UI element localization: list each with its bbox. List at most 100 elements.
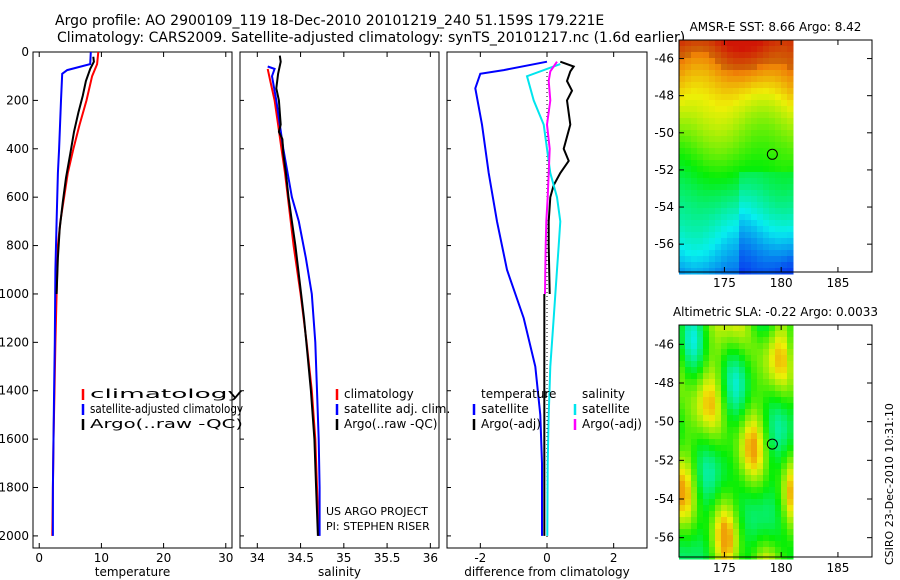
map-cell xyxy=(787,238,794,245)
map-cell xyxy=(721,262,728,269)
map-cell xyxy=(739,196,746,203)
map-cell xyxy=(769,361,776,368)
map-cell xyxy=(733,457,740,464)
map-cell xyxy=(679,511,686,518)
map-cell xyxy=(721,190,728,197)
map-cell xyxy=(745,106,752,113)
map-cell xyxy=(727,118,734,125)
map-cell xyxy=(721,385,728,392)
salinity-series-line xyxy=(275,55,319,536)
map-cell xyxy=(709,451,716,458)
map-cell xyxy=(781,52,788,59)
map-cell xyxy=(751,238,758,245)
map-cell xyxy=(763,52,770,59)
map-cell xyxy=(691,256,698,263)
map-cell xyxy=(745,481,752,488)
map-cell xyxy=(745,421,752,428)
map-cell xyxy=(775,523,782,530)
map-cell xyxy=(787,88,794,95)
map-cell xyxy=(715,331,722,338)
map-cell xyxy=(739,184,746,191)
legend-label: satellite adj. clim. xyxy=(344,402,450,416)
map-cell xyxy=(751,262,758,269)
map-cell xyxy=(739,469,746,476)
map-cell xyxy=(685,148,692,155)
map-cell xyxy=(727,226,734,233)
lat-tick-label: -52 xyxy=(654,163,674,177)
map-cell xyxy=(709,511,716,518)
map-cell xyxy=(697,463,704,470)
map-cell xyxy=(763,325,770,332)
map-cell xyxy=(757,409,764,416)
map-cell xyxy=(685,184,692,191)
map-cell xyxy=(757,202,764,209)
map-cell xyxy=(727,481,734,488)
map-cell xyxy=(757,403,764,410)
map-cell xyxy=(739,148,746,155)
map-cell xyxy=(763,46,770,53)
map-cell xyxy=(691,535,698,542)
map-cell xyxy=(775,94,782,101)
map-cell xyxy=(721,124,728,131)
map-cell xyxy=(751,178,758,185)
lat-tick-label: -56 xyxy=(654,531,674,545)
map-cell xyxy=(787,367,794,374)
map-cell xyxy=(733,64,740,71)
map-cell xyxy=(685,349,692,356)
map-cell xyxy=(691,355,698,362)
map-cell xyxy=(715,391,722,398)
map-cell xyxy=(781,493,788,500)
map-cell xyxy=(733,136,740,143)
map-cell xyxy=(733,409,740,416)
map-cell xyxy=(775,391,782,398)
map-cell xyxy=(775,361,782,368)
map-cell xyxy=(715,511,722,518)
map-cell xyxy=(739,160,746,167)
map-cell xyxy=(745,415,752,422)
map-cell xyxy=(787,250,794,257)
map-cell xyxy=(781,70,788,77)
legend-label: Argo(..raw -QC) xyxy=(90,417,243,431)
lat-tick-label: -54 xyxy=(654,200,674,214)
map-cell xyxy=(709,391,716,398)
salinity-x-label: salinity xyxy=(318,565,361,579)
map-cell xyxy=(703,475,710,482)
map-cell xyxy=(769,547,776,554)
map-cell xyxy=(715,367,722,374)
difference-series-line xyxy=(544,61,558,295)
map-cell xyxy=(763,355,770,362)
map-cell xyxy=(679,469,686,476)
map-cell xyxy=(763,547,770,554)
salinity-series-line xyxy=(267,65,321,536)
map-cell xyxy=(739,64,746,71)
map-cell xyxy=(745,463,752,470)
map-cell xyxy=(733,268,740,275)
map-cell xyxy=(703,202,710,209)
map-cell xyxy=(715,40,722,47)
map-cell xyxy=(691,154,698,161)
map-cell xyxy=(679,82,686,89)
map-cell xyxy=(727,94,734,101)
map-cell xyxy=(745,445,752,452)
map-cell xyxy=(691,250,698,257)
map-cell xyxy=(781,232,788,239)
map-cell xyxy=(757,46,764,53)
map-cell xyxy=(685,535,692,542)
map-cell xyxy=(721,337,728,344)
map-cell xyxy=(757,64,764,71)
map-cell xyxy=(691,415,698,422)
map-cell xyxy=(697,385,704,392)
map-cell xyxy=(763,439,770,446)
map-cell xyxy=(697,457,704,464)
map-cell xyxy=(751,343,758,350)
argo-location-marker xyxy=(766,148,778,160)
map-cell xyxy=(775,46,782,53)
map-cell xyxy=(769,475,776,482)
map-cell xyxy=(733,238,740,245)
legend-label: Argo(..raw -QC) xyxy=(344,417,437,431)
map-cell xyxy=(691,331,698,338)
map-cell xyxy=(685,475,692,482)
map-cell xyxy=(685,397,692,404)
temperature-x-tick-label: 10 xyxy=(94,551,109,565)
map-cell xyxy=(685,325,692,332)
